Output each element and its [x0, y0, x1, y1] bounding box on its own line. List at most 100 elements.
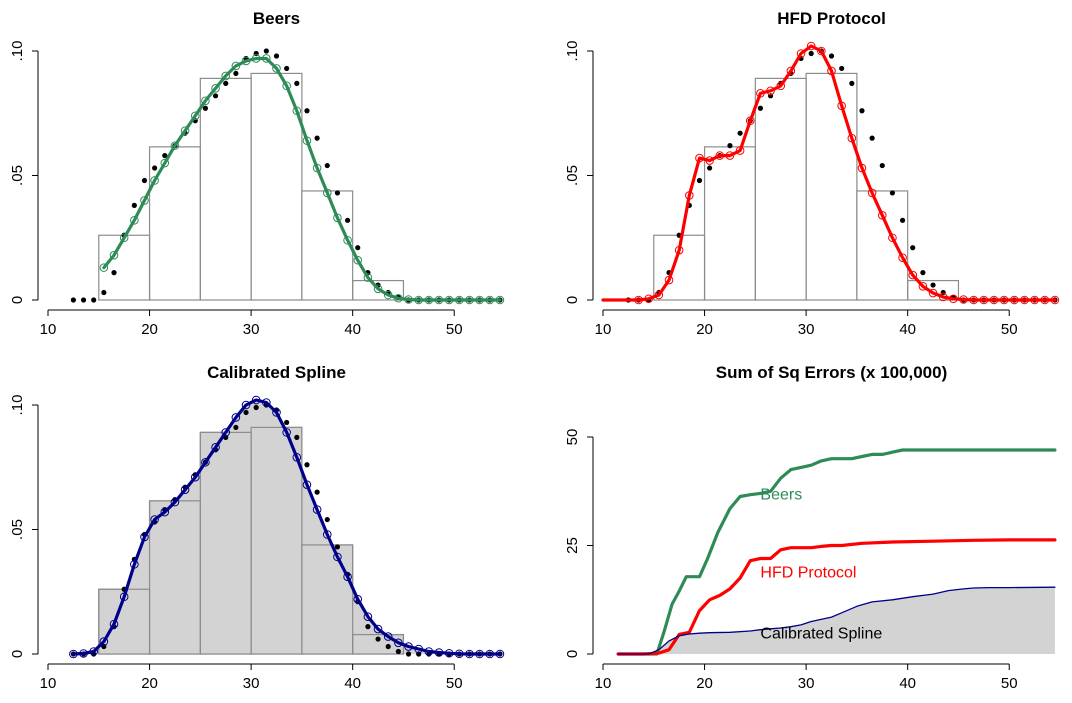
series-marker — [201, 96, 210, 106]
data-dot — [859, 108, 865, 114]
series-marker — [170, 497, 180, 507]
x-tick-label: 10 — [595, 321, 612, 338]
panel-title: Calibrated Spline — [207, 363, 346, 382]
series-marker — [170, 141, 180, 150]
series-marker — [353, 255, 363, 265]
data-dot — [344, 217, 351, 223]
series-marker — [109, 250, 119, 260]
series-marker — [1020, 295, 1029, 305]
histogram-bar — [148, 146, 201, 301]
y-tick-label: 50 — [564, 429, 581, 446]
data-dot — [101, 289, 107, 296]
series-marker — [221, 428, 231, 437]
series-marker — [654, 290, 664, 300]
series-marker — [201, 457, 210, 467]
series-marker — [272, 64, 281, 73]
series-marker — [806, 41, 816, 51]
data-dot — [899, 217, 906, 223]
data-dot — [314, 489, 320, 495]
x-tick-label: 10 — [595, 675, 612, 692]
series-marker — [938, 292, 948, 302]
series-marker — [455, 649, 464, 659]
series-marker — [221, 71, 231, 81]
data-dot — [304, 108, 310, 114]
data-dot — [243, 409, 249, 416]
series-marker — [414, 295, 423, 305]
series-marker — [725, 151, 735, 160]
data-dot — [849, 80, 855, 86]
series-marker — [404, 642, 413, 651]
series-marker — [383, 290, 393, 300]
data-dot — [395, 648, 401, 655]
series-marker — [877, 211, 887, 220]
histogram-bar — [907, 279, 960, 301]
y-tick-label: .05 — [564, 165, 581, 186]
series-line — [616, 448, 1057, 656]
series-marker — [969, 295, 978, 305]
series-marker — [455, 295, 464, 305]
data-dot — [839, 65, 845, 72]
data-dot — [202, 105, 209, 111]
series-marker — [444, 295, 454, 305]
series-marker — [414, 644, 423, 654]
spline-area-fill — [73, 400, 500, 654]
series-marker — [150, 176, 159, 185]
series-marker — [292, 452, 302, 462]
x-tick-label: 50 — [446, 675, 463, 692]
series-marker — [495, 649, 505, 659]
series-marker — [705, 156, 714, 165]
series-marker — [333, 213, 342, 223]
data-dot — [727, 143, 733, 149]
series-marker — [867, 188, 877, 198]
series-marker — [837, 101, 846, 111]
histogram-bar — [199, 77, 252, 301]
series-marker — [231, 413, 241, 422]
series-label: Beers — [760, 486, 802, 503]
series-marker — [130, 216, 139, 225]
series-line — [616, 538, 1057, 656]
series-marker — [241, 400, 251, 410]
data-dot — [930, 282, 936, 288]
data-dot — [808, 50, 814, 57]
data-dot — [223, 80, 229, 86]
series-marker — [119, 592, 129, 602]
x-tick-label: 30 — [798, 675, 815, 692]
series-marker — [685, 191, 694, 200]
panel-title: HFD Protocol — [777, 9, 886, 28]
data-dot — [263, 48, 269, 54]
series-marker — [928, 288, 938, 298]
series-marker — [674, 245, 684, 255]
series-marker — [918, 282, 928, 291]
x-tick-label: 20 — [141, 321, 158, 338]
data-dot — [212, 93, 219, 99]
series-marker — [333, 552, 342, 562]
data-dot — [233, 70, 239, 77]
series-marker — [949, 294, 958, 304]
series-marker — [776, 81, 786, 91]
series-marker — [211, 443, 220, 452]
series-marker — [322, 530, 332, 539]
x-tick-label: 30 — [798, 321, 815, 338]
data-dot — [334, 544, 341, 550]
y-tick-label: .05 — [9, 165, 26, 186]
histogram-bar — [856, 190, 909, 301]
data-dot — [253, 404, 259, 411]
data-dot — [910, 245, 916, 251]
series-marker — [343, 572, 352, 582]
data-dot — [375, 636, 381, 642]
series-marker — [140, 196, 149, 205]
histogram-bar-outline — [301, 544, 354, 655]
series-marker — [664, 275, 674, 285]
series-marker — [241, 56, 251, 66]
series-marker — [786, 66, 796, 76]
series-marker — [353, 594, 363, 604]
series-marker — [383, 632, 393, 641]
series-marker — [796, 49, 806, 58]
x-tick-label: 40 — [344, 321, 361, 338]
data-dot — [879, 162, 885, 169]
x-tick-label: 30 — [243, 321, 260, 338]
series-marker — [495, 295, 505, 305]
panel-1: Beers 10 20 30 40 50 0 .05 .10 — [9, 9, 505, 338]
